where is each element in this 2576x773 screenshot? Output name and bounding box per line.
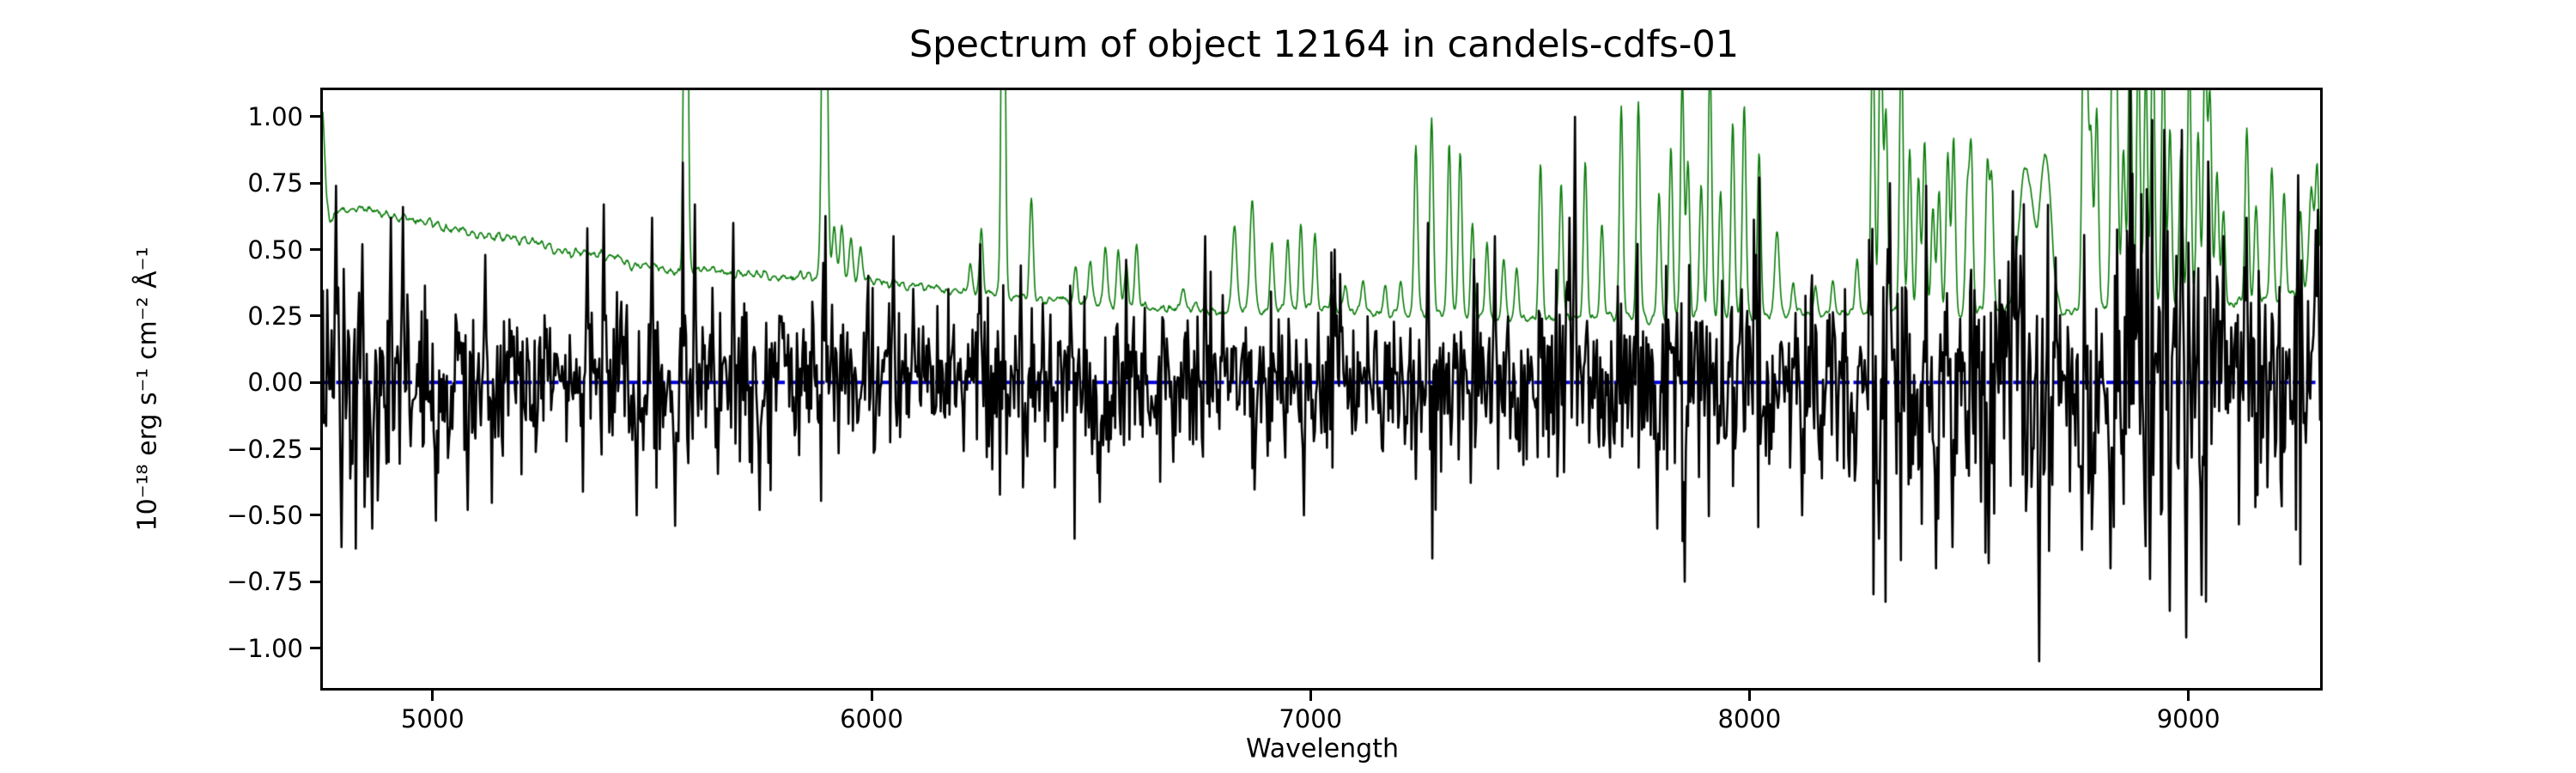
- x-tick-mark: [2187, 691, 2190, 701]
- chart-title: Spectrum of object 12164 in candels-cdfs…: [908, 23, 1740, 66]
- y-tick-mark: [310, 380, 320, 384]
- x-tick-label: 6000: [840, 704, 903, 733]
- y-tick-mark: [310, 115, 320, 119]
- x-tick-label: 7000: [1279, 704, 1343, 733]
- spectrum-canvas: [323, 90, 2320, 688]
- y-tick-mark: [310, 514, 320, 517]
- x-tick-label: 9000: [2156, 704, 2221, 733]
- y-tick-label: −1.00: [227, 633, 303, 663]
- y-tick-label: 0.50: [247, 234, 303, 265]
- y-tick-label: 0.75: [247, 168, 303, 198]
- x-axis-label: Wavelength: [1246, 733, 1399, 764]
- y-tick-label: −0.25: [227, 434, 303, 464]
- y-tick-mark: [310, 447, 320, 451]
- y-tick-mark: [310, 248, 320, 252]
- x-tick-label: 5000: [400, 704, 465, 733]
- y-tick-mark: [310, 580, 320, 583]
- x-tick-mark: [870, 691, 873, 701]
- x-tick-label: 8000: [1717, 704, 1782, 733]
- y-tick-label: 0.25: [247, 301, 303, 331]
- x-tick-mark: [431, 691, 434, 701]
- y-tick-label: 1.00: [247, 101, 303, 131]
- y-tick-mark: [310, 181, 320, 185]
- x-tick-mark: [1309, 691, 1312, 701]
- y-tick-label: −0.50: [227, 500, 303, 530]
- y-tick-mark: [310, 647, 320, 650]
- y-tick-label: 0.00: [247, 368, 303, 398]
- plot-area: [320, 88, 2323, 691]
- y-tick-label: −0.75: [227, 567, 303, 597]
- x-tick-mark: [1747, 691, 1751, 701]
- y-tick-mark: [310, 314, 320, 318]
